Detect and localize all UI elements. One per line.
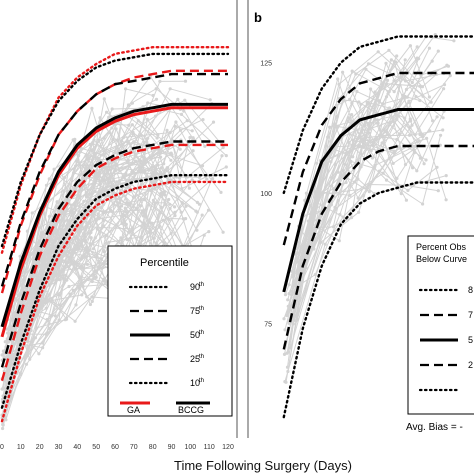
raw-trajectory (294, 47, 430, 253)
raw-trajectory (292, 60, 433, 319)
raw-trajectory (288, 101, 423, 285)
x-tick-label: 50 (92, 444, 100, 451)
panel-b-legend: Percent Obs Below Curve 8 7 5 2 (407, 235, 474, 415)
raw-trajectory (5, 222, 160, 377)
raw-trajectory (3, 118, 159, 413)
x-tick-label: 110 (204, 444, 215, 451)
panel-a-legend-title: Percentile (140, 257, 189, 269)
raw-trajectory (295, 117, 443, 321)
curve-b-p75 (282, 71, 474, 246)
raw-trajectory (287, 102, 406, 314)
curve-ga-p25 (0, 143, 228, 382)
x-axis-label: Time Following Surgery (Days) (174, 458, 352, 473)
raw-trajectory (2, 107, 227, 406)
legend-label-suffix: th (199, 330, 204, 336)
curve-bccg-p75 (0, 72, 228, 287)
raw-trajectory (296, 118, 418, 288)
curve-bccg-p50 (0, 102, 228, 328)
legend-b-label: 5 (468, 335, 473, 345)
legend-ga-label: GA (127, 405, 140, 415)
raw-trajectory (287, 109, 425, 312)
legend-label-suffix: th (199, 306, 204, 312)
raw-trajectory (298, 80, 388, 254)
panel-a-percentile-curves (0, 46, 230, 423)
raw-trajectory (4, 235, 139, 406)
raw-trajectory (14, 123, 148, 295)
y-tick-label: 125 (260, 61, 272, 68)
x-tick-label: 120 (222, 444, 234, 451)
raw-trajectory (16, 102, 133, 354)
panel-b-percentile-curves (282, 35, 474, 419)
raw-trajectory (4, 203, 189, 342)
panel-b-y-ticks: 75 100 125 (260, 61, 272, 329)
x-tick-label: 90 (168, 444, 176, 451)
raw-trajectory (20, 120, 208, 330)
x-tick-label: 70 (130, 444, 138, 451)
panel-b-legend-entries: 8 7 5 2 (418, 285, 473, 392)
raw-point (452, 39, 456, 43)
curve-bccg-p25 (0, 140, 228, 368)
raw-point (439, 133, 443, 137)
raw-point (145, 140, 149, 144)
x-tick-label: 20 (36, 444, 44, 451)
raw-trajectory (8, 194, 183, 354)
curve-b-p90 (282, 35, 474, 195)
raw-trajectory (20, 125, 193, 306)
x-tick-label: 60 (111, 444, 119, 451)
legend-b-label: 7 (468, 310, 473, 320)
panel-b-raw-trajectories (282, 33, 456, 384)
x-tick-label: 40 (73, 444, 81, 451)
legend-b-label: 8 (468, 285, 473, 295)
x-tick-label: 0 (0, 444, 4, 451)
legend-label-suffix: th (199, 378, 204, 384)
raw-trajectory (6, 140, 182, 368)
legend-label-p10: 10 (190, 378, 200, 388)
curve-bccg-p10 (0, 173, 230, 409)
panel-b-label: b (254, 10, 262, 25)
raw-trajectory (10, 205, 186, 334)
raw-trajectory (293, 183, 439, 299)
raw-point (202, 233, 206, 237)
curve-b-p50 (282, 108, 474, 293)
curve-b-p10 (282, 181, 474, 419)
panel-b-avg-bias: Avg. Bias = - (406, 422, 463, 433)
y-tick-label: 75 (264, 321, 272, 328)
panel-a-x-ticks: 0 10 20 30 40 50 60 70 80 90 100 110 120 (0, 444, 234, 451)
curve-ga-p10 (0, 180, 230, 423)
legend-bccg-label: BCCG (178, 405, 204, 415)
raw-trajectory (296, 117, 414, 316)
raw-trajectory (9, 202, 165, 397)
panel-b-legend-title-line1: Percent Obs (416, 242, 467, 252)
x-tick-label: 10 (17, 444, 25, 451)
legend-b-label: 2 (468, 360, 473, 370)
legend-label-p25: 25 (190, 354, 200, 364)
legend-label-suffix: th (199, 282, 204, 288)
legend-label-p90: 90 (190, 282, 200, 292)
legend-label-suffix: th (199, 354, 204, 360)
raw-trajectory (295, 64, 448, 317)
x-tick-label: 100 (184, 444, 196, 451)
raw-trajectory (284, 145, 414, 355)
curve-bccg-p90 (0, 52, 230, 248)
panel-a-legend-box (107, 245, 233, 417)
raw-trajectory (296, 168, 447, 320)
legend-label-p75: 75 (190, 306, 200, 316)
curve-b-p25 (282, 144, 474, 350)
panel-b-legend-box (407, 235, 474, 415)
raw-trajectory (7, 88, 211, 396)
x-tick-label: 30 (55, 444, 63, 451)
y-tick-label: 100 (260, 191, 272, 198)
legend-label-p50: 50 (190, 330, 200, 340)
raw-trajectory (2, 88, 185, 400)
raw-trajectory (6, 120, 188, 315)
panel-b-legend-title-line2: Below Curve (416, 254, 467, 264)
raw-trajectory (9, 99, 223, 383)
x-tick-label: 80 (149, 444, 157, 451)
